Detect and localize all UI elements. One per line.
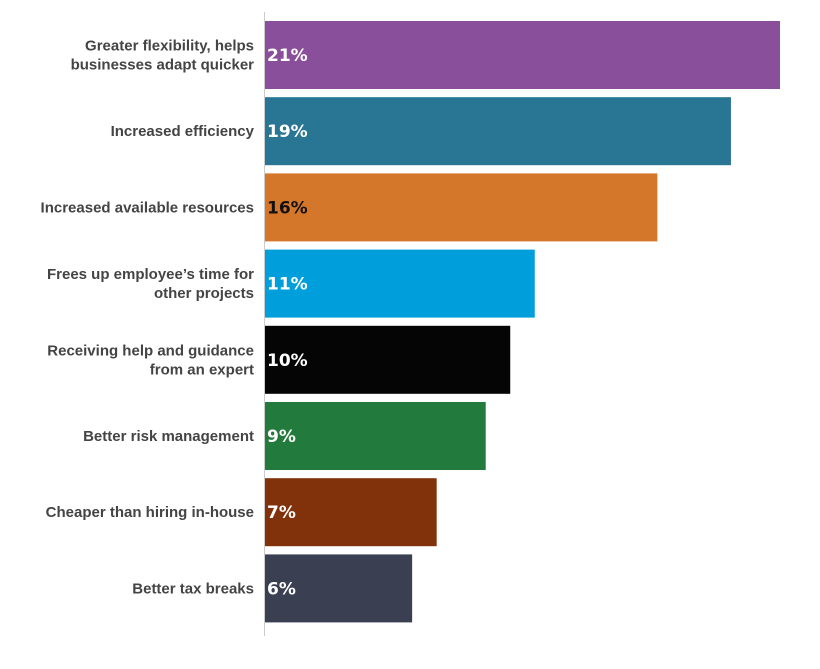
category-label: Receiving help and guidance [47, 342, 254, 359]
category-label: Better tax breaks [132, 580, 254, 597]
bar [265, 402, 486, 470]
data-label: 16% [267, 198, 308, 218]
bar [265, 478, 437, 547]
category-label: from an expert [150, 361, 254, 378]
bar [265, 325, 511, 394]
category-label: Frees up employee’s time for [47, 266, 254, 283]
data-label: 19% [267, 122, 308, 142]
data-label: 7% [267, 503, 296, 523]
category-label: Increased efficiency [111, 123, 255, 140]
data-label: 6% [267, 579, 296, 599]
category-label: Greater flexibility, helps [85, 38, 254, 55]
category-label: Increased available resources [41, 199, 254, 216]
bar [265, 173, 658, 242]
data-label: 9% [267, 427, 296, 447]
category-label: Better risk management [83, 428, 254, 445]
bar [265, 249, 535, 318]
bar [265, 97, 731, 166]
data-label: 21% [267, 46, 308, 66]
data-label: 10% [267, 351, 308, 371]
data-label: 11% [267, 275, 308, 295]
category-label: other projects [154, 285, 254, 302]
category-label: Cheaper than hiring in-house [46, 504, 254, 521]
bar [265, 21, 780, 89]
bar [265, 554, 413, 623]
category-label: businesses adapt quicker [71, 57, 255, 74]
